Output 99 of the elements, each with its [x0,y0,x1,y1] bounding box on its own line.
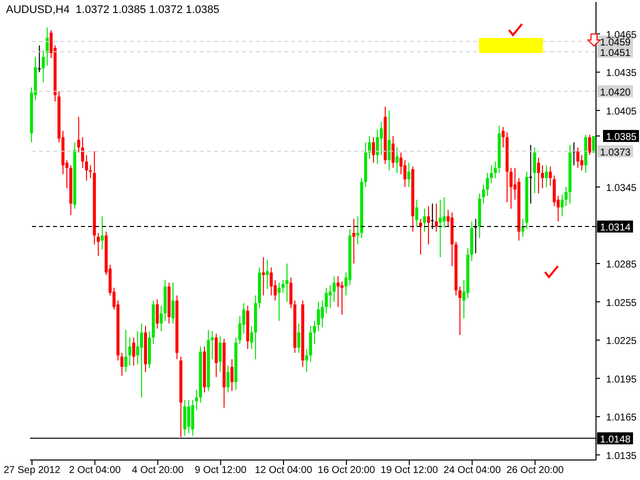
ref-line-label: 1.0459 [600,38,632,49]
candlestick [309,326,312,362]
y-tick-label: 1.0135 [606,450,638,462]
candlestick [285,263,288,302]
candlestick [407,162,410,188]
candlestick [376,129,379,165]
y-tick-label: 1.0255 [606,298,638,309]
candlestick [120,352,124,376]
candlestick [434,203,438,232]
candlestick [313,320,316,344]
x-tick-label: 2 Oct 04:00 [69,465,122,476]
candlestick [136,330,140,365]
y-tick-label: 1.0285 [606,260,638,271]
candlestick [320,300,324,328]
candlestick [537,157,540,194]
y-tick-label: 1.0385 [606,132,638,143]
ref-line-label: 1.0314 [600,222,632,234]
candlestick [396,146,399,174]
y-tick-label: 1.0345 [606,182,638,194]
candlestick [490,164,493,184]
candlestick [278,282,281,322]
candlestick [560,194,564,217]
candlestick [576,146,580,168]
x-tick-label: 16 Oct 20:00 [318,465,376,476]
candlestick [340,280,344,316]
candlestick [305,348,308,372]
candlestick [548,166,552,186]
candlestick [510,167,513,210]
candlestick [580,154,584,171]
candlestick [392,135,395,168]
x-tick-label: 26 Oct 20:00 [506,465,564,476]
x-tick-label: 24 Oct 04:00 [444,465,502,476]
candlestick [132,337,136,366]
candlestick [218,336,222,372]
candlestick [81,136,84,168]
candlestick [266,259,269,290]
candlestick [38,44,41,73]
ref-line-label: 1.0451 [600,48,632,59]
candlestick [226,365,230,393]
candlestick [282,280,285,294]
y-tick-label: 1.0225 [606,336,638,348]
candlestick [124,329,128,372]
candlestick [297,322,300,354]
candlestick [210,330,214,360]
candlestick [502,126,505,148]
candlestick [388,110,391,171]
candlestick [140,322,144,398]
x-tick-label: 19 Oct 12:00 [380,465,438,476]
candlestick [195,389,198,411]
candlestick [250,326,254,350]
candlestick [588,134,592,156]
y-tick-label: 1.0195 [606,374,638,386]
candlestick [324,287,328,314]
ref-line-label: 1.0373 [600,147,632,158]
x-tick-label: 9 Oct 12:00 [194,465,247,476]
y-tick-label: 1.0405 [606,106,638,118]
candlestick [533,146,536,194]
candlestick [128,337,132,366]
candlestick [423,208,426,232]
candlestick [438,199,442,258]
y-tick-label: 1.0165 [606,412,638,424]
ref-line-label: 1.0420 [600,87,632,98]
candlestick [96,232,100,256]
candlestick [85,154,88,182]
ref-line-label: 1.0148 [600,434,632,446]
x-tick-label: 12 Oct 04:00 [254,465,313,476]
x-tick-label: 27 Sep 2012 [4,465,61,476]
candlestick [262,256,265,296]
candlestick [372,136,375,164]
chart-title: AUDUSD,H4 1.0372 1.0385 1.0372 1.0385 [6,4,220,16]
candlestick [332,276,336,302]
candlestick [544,164,548,188]
candlestick [160,305,163,332]
candlestick [540,164,544,189]
candlestick [77,116,80,154]
candlestick [415,199,418,228]
candlestick [289,277,292,309]
candlestick [172,282,174,324]
candlestick [529,144,532,204]
candlestick [230,358,234,392]
y-tick-label: 1.0435 [606,68,638,80]
candlestick [183,400,186,436]
candlestick [482,184,486,204]
candlestick [356,216,360,245]
candlestick [458,286,462,336]
candlestick [426,206,430,245]
candlestick [352,218,356,264]
candlestick [380,121,383,156]
candlestick [187,400,190,434]
candlestick [486,172,489,196]
candlestick [521,218,524,238]
candlestick [403,160,406,188]
x-tick-label: 4 Oct 20:00 [132,465,184,476]
candlestick [336,276,340,308]
candlestick [316,301,320,332]
candlestick [156,298,159,330]
candlestick [100,216,104,250]
candlestick [564,186,568,207]
candlestick [419,218,422,256]
